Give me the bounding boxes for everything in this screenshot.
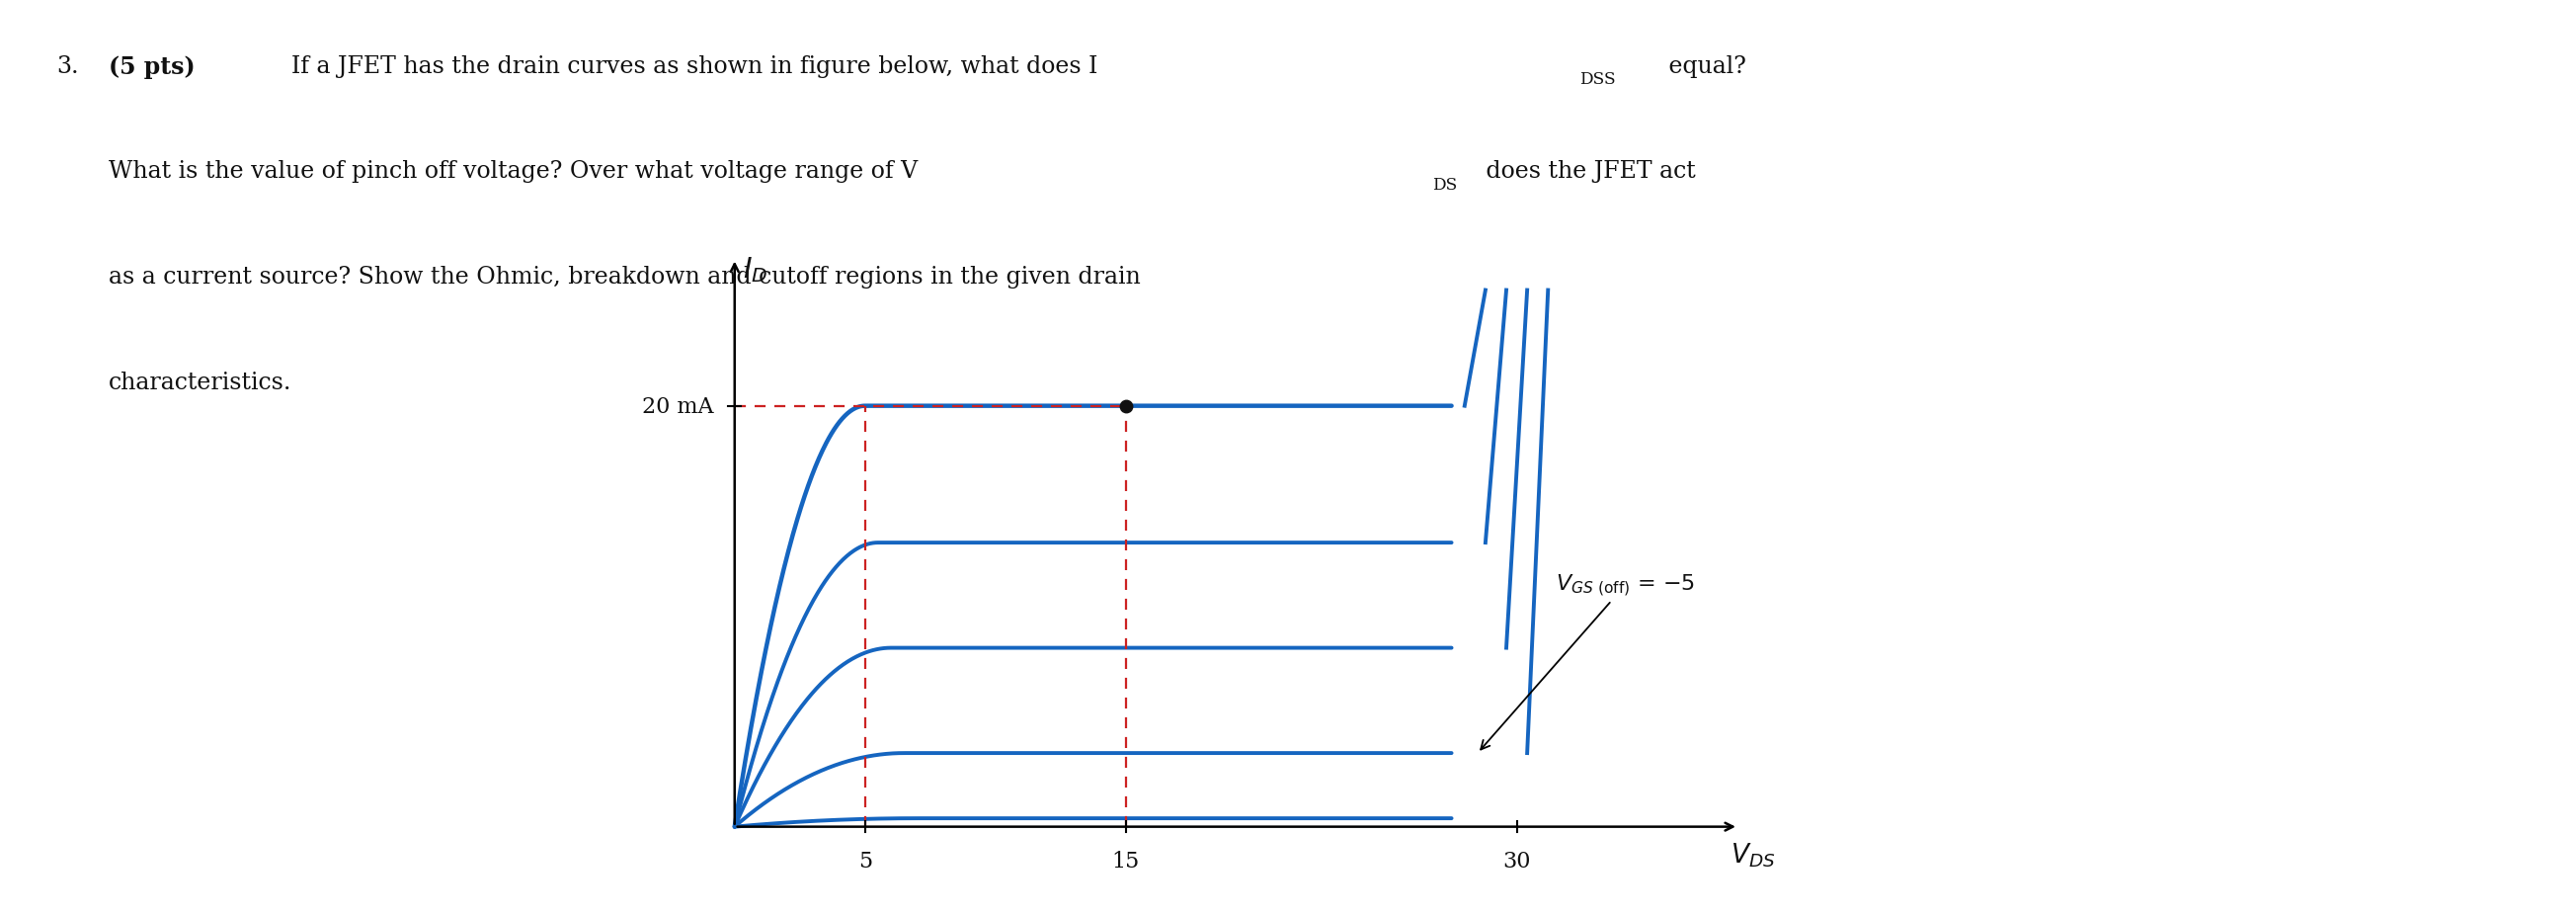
- Text: does the JFET act: does the JFET act: [1479, 160, 1695, 183]
- Text: characteristics.: characteristics.: [108, 371, 291, 394]
- Text: $V_{DS}$: $V_{DS}$: [1731, 840, 1775, 868]
- Text: (5 pts): (5 pts): [108, 55, 196, 79]
- Text: $V_{GS\ \mathrm{(off)}}$ = $-5$: $V_{GS\ \mathrm{(off)}}$ = $-5$: [1481, 572, 1695, 749]
- Text: 20 mA: 20 mA: [641, 396, 714, 417]
- Text: equal?: equal?: [1662, 55, 1747, 78]
- Text: as a current source? Show the Ohmic, breakdown and cutoff regions in the given d: as a current source? Show the Ohmic, bre…: [108, 266, 1141, 289]
- Text: $I_D$: $I_D$: [742, 255, 768, 284]
- Text: If a JFET has the drain curves as shown in figure below, what does I: If a JFET has the drain curves as shown …: [291, 55, 1097, 78]
- Text: 30: 30: [1502, 850, 1530, 872]
- Text: 5: 5: [858, 850, 871, 872]
- Text: What is the value of pinch off voltage? Over what voltage range of V: What is the value of pinch off voltage? …: [108, 160, 917, 183]
- Text: DS: DS: [1432, 177, 1458, 193]
- Text: 3.: 3.: [57, 55, 80, 78]
- Text: 15: 15: [1113, 850, 1139, 872]
- Text: DSS: DSS: [1579, 71, 1615, 88]
